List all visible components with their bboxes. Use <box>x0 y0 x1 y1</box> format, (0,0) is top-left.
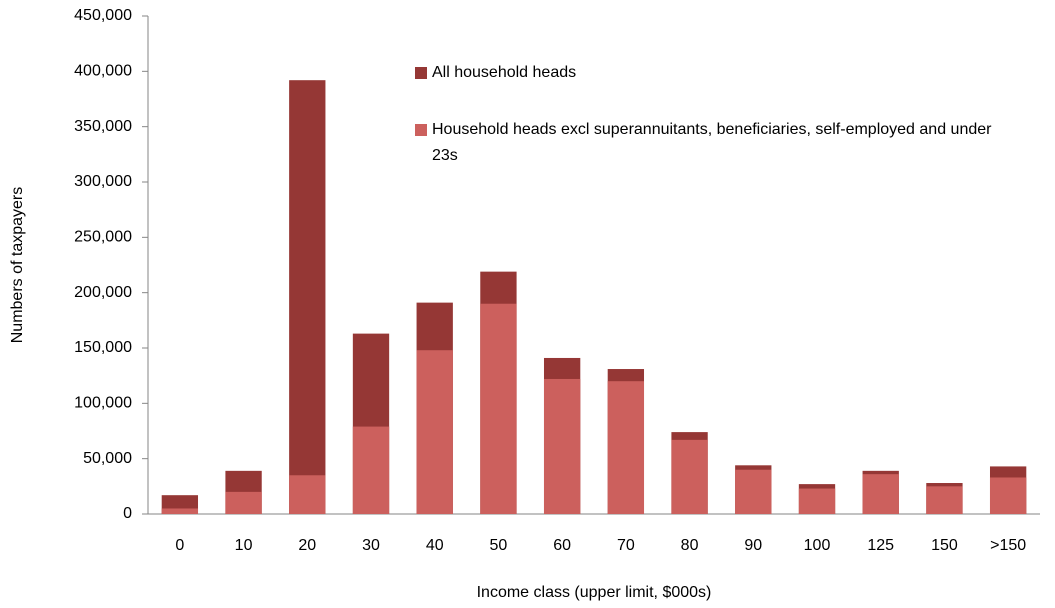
x-tick-label: >150 <box>990 537 1026 554</box>
y-tick-label: 300,000 <box>74 173 132 190</box>
y-tick-label: 50,000 <box>83 450 132 467</box>
y-tick-label: 0 <box>123 505 132 522</box>
y-tick-label: 100,000 <box>74 395 132 412</box>
x-tick-label: 30 <box>362 537 380 554</box>
x-tick-label: 50 <box>490 537 508 554</box>
x-tick-label: 20 <box>298 537 316 554</box>
x-tick-label: 90 <box>744 537 762 554</box>
x-tick-label: 0 <box>175 537 184 554</box>
bar <box>543 378 581 514</box>
y-tick-label: 350,000 <box>74 118 132 135</box>
bar <box>862 474 899 514</box>
x-tick-label: 60 <box>553 537 571 554</box>
legend-swatch <box>415 67 427 79</box>
y-tick-label: 450,000 <box>74 7 132 24</box>
bar <box>798 488 836 514</box>
x-tick-label: 70 <box>617 537 635 554</box>
x-tick-label: 125 <box>867 537 894 554</box>
bar <box>289 80 326 514</box>
bar <box>225 491 262 514</box>
bar <box>161 508 199 514</box>
x-tick-label: 10 <box>235 537 253 554</box>
legend-label: Household heads excl superannuitants, be… <box>432 121 992 164</box>
x-tick-label: 150 <box>931 537 958 554</box>
y-axis-title: Numbers of taxpayers <box>9 187 26 344</box>
bar <box>926 486 963 514</box>
y-tick-label: 200,000 <box>74 284 132 301</box>
bar <box>735 469 772 514</box>
y-tick-label: 250,000 <box>74 229 132 246</box>
y-tick-label: 400,000 <box>74 63 132 80</box>
bar <box>607 381 645 514</box>
bar <box>480 303 517 514</box>
x-tick-label: 100 <box>804 537 831 554</box>
bar <box>289 475 326 514</box>
bar <box>416 350 453 514</box>
x-tick-label: 80 <box>681 537 699 554</box>
y-tick-label: 150,000 <box>74 339 132 356</box>
x-axis-title: Income class (upper limit, $000s) <box>477 584 712 601</box>
x-tick-label: 40 <box>426 537 444 554</box>
bar <box>989 477 1027 514</box>
legend-swatch <box>415 124 427 136</box>
bar <box>671 439 708 514</box>
legend-label: All household heads <box>432 64 577 81</box>
bar <box>352 426 390 514</box>
